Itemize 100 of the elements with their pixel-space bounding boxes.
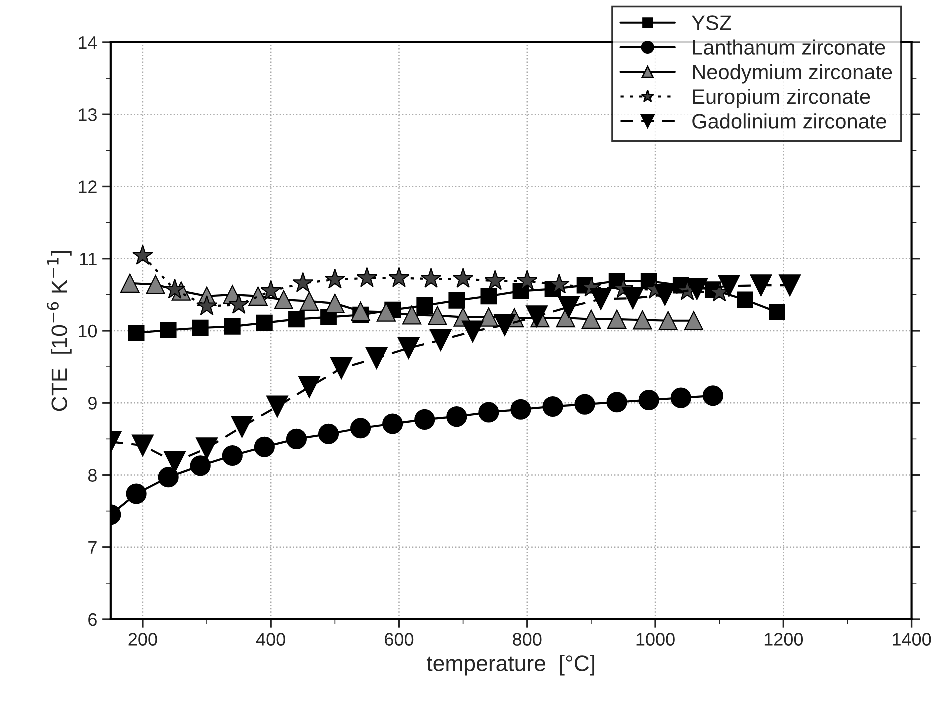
point bbox=[196, 438, 218, 460]
point bbox=[224, 318, 241, 335]
point bbox=[702, 386, 724, 406]
point bbox=[428, 306, 448, 326]
point bbox=[542, 396, 564, 417]
point bbox=[292, 272, 314, 292]
point bbox=[430, 329, 452, 352]
point bbox=[484, 270, 506, 290]
point bbox=[638, 390, 660, 411]
point bbox=[446, 406, 468, 428]
point bbox=[779, 274, 802, 297]
x-axis-title: temperature [°C] bbox=[426, 655, 595, 676]
point bbox=[274, 290, 294, 310]
point bbox=[318, 424, 340, 444]
point bbox=[326, 294, 345, 314]
point bbox=[300, 292, 320, 311]
point bbox=[769, 304, 786, 320]
point bbox=[516, 270, 538, 290]
point bbox=[606, 392, 628, 413]
point bbox=[190, 456, 211, 476]
point bbox=[330, 358, 353, 380]
point bbox=[222, 445, 243, 466]
point bbox=[126, 484, 147, 504]
point bbox=[228, 294, 250, 314]
point bbox=[286, 428, 307, 450]
x-tick-label: 1200 bbox=[764, 633, 804, 646]
point bbox=[158, 467, 179, 488]
x-tick-label: 200 bbox=[128, 633, 158, 646]
point bbox=[420, 268, 442, 288]
point bbox=[288, 311, 305, 328]
x-tick-label: 400 bbox=[256, 633, 286, 646]
point bbox=[658, 311, 678, 330]
point bbox=[132, 434, 154, 457]
point bbox=[120, 274, 140, 293]
point bbox=[351, 302, 370, 322]
point bbox=[414, 409, 436, 430]
point bbox=[146, 275, 166, 294]
point bbox=[479, 308, 499, 327]
point bbox=[254, 436, 275, 458]
point bbox=[350, 418, 372, 439]
point bbox=[494, 314, 516, 336]
legend-label: Gadolinium zirconate bbox=[692, 114, 886, 129]
point bbox=[452, 268, 474, 288]
point bbox=[388, 267, 410, 288]
point bbox=[750, 274, 772, 297]
legend-label: Neodymium zirconate bbox=[693, 64, 892, 84]
point bbox=[590, 288, 612, 310]
point bbox=[574, 394, 596, 415]
point bbox=[164, 278, 186, 299]
point bbox=[398, 337, 420, 360]
point bbox=[670, 388, 692, 408]
x-tick-label: 1400 bbox=[893, 633, 932, 646]
point bbox=[582, 310, 602, 330]
point bbox=[478, 402, 500, 423]
point bbox=[132, 245, 154, 265]
point bbox=[192, 320, 209, 336]
point bbox=[684, 311, 704, 330]
point bbox=[718, 275, 740, 298]
point bbox=[526, 306, 548, 328]
y-tick-label: 6 bbox=[88, 613, 97, 626]
point bbox=[462, 320, 484, 343]
point bbox=[416, 298, 434, 314]
point bbox=[128, 324, 145, 342]
y-tick-label: 10 bbox=[79, 324, 98, 338]
point bbox=[633, 310, 652, 330]
point bbox=[480, 288, 498, 305]
point bbox=[366, 347, 388, 370]
legend-label: Lanthanum zirconate bbox=[693, 40, 886, 55]
y-axis-title: CTE [10$^{−6}$ K$^{−1}$] bbox=[47, 251, 72, 412]
point bbox=[376, 302, 396, 322]
point bbox=[231, 416, 254, 438]
point bbox=[324, 268, 346, 289]
point bbox=[607, 310, 627, 330]
x-tick-label: 600 bbox=[385, 633, 414, 646]
point bbox=[260, 280, 282, 300]
y-tick-label: 12 bbox=[79, 180, 97, 194]
point bbox=[298, 376, 321, 398]
legend-label: Europium zirconate bbox=[693, 88, 870, 108]
x-tick-label: 1000 bbox=[636, 633, 675, 646]
point bbox=[256, 314, 273, 332]
y-tick-label: 9 bbox=[88, 397, 97, 410]
y-tick-label: 7 bbox=[88, 541, 97, 554]
point bbox=[737, 292, 754, 308]
y-tick-label: 13 bbox=[79, 108, 97, 122]
point bbox=[510, 399, 532, 420]
point bbox=[248, 286, 268, 306]
x-tick-label: 800 bbox=[513, 633, 542, 646]
point bbox=[402, 306, 422, 325]
point bbox=[160, 322, 177, 338]
y-tick-label: 8 bbox=[88, 469, 97, 482]
point bbox=[622, 288, 644, 310]
point bbox=[196, 295, 218, 316]
y-tick-label: 14 bbox=[79, 36, 98, 50]
point bbox=[448, 292, 466, 309]
point bbox=[558, 296, 580, 318]
point bbox=[266, 396, 288, 418]
point bbox=[382, 414, 404, 434]
legend-label: YSZ bbox=[692, 16, 732, 30]
point bbox=[356, 267, 378, 288]
y-tick-label: 11 bbox=[80, 252, 97, 266]
